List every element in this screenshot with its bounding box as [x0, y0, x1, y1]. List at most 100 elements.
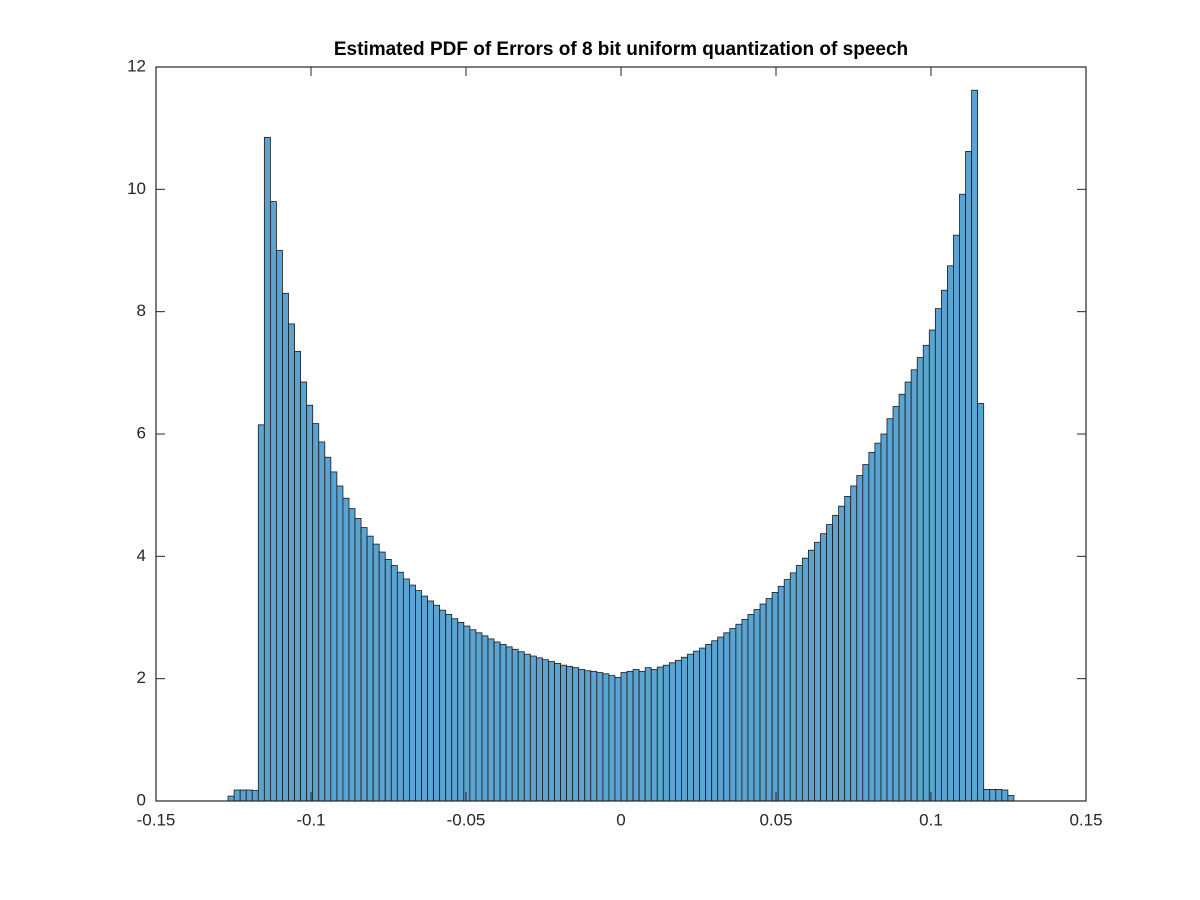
- x-tick-label: 0: [616, 810, 625, 829]
- bar: [632, 669, 640, 802]
- bar: [245, 789, 253, 802]
- bar: [354, 518, 362, 802]
- bar: [560, 664, 567, 802]
- bar: [415, 590, 422, 802]
- bar: [898, 393, 906, 802]
- bar: [717, 636, 725, 802]
- y-tick-label: 4: [137, 546, 146, 565]
- chart-title: Estimated PDF of Errors of 8 bit uniform…: [334, 39, 908, 60]
- bar: [233, 789, 241, 802]
- y-tick-label: 0: [137, 790, 146, 809]
- y-tick-label: 6: [137, 423, 146, 442]
- bar: [596, 672, 604, 802]
- bar: [493, 641, 501, 802]
- bar: [499, 644, 507, 802]
- bar: [626, 670, 634, 802]
- bar: [572, 667, 580, 802]
- x-tick-label: 0.05: [759, 810, 792, 829]
- bar: [554, 662, 561, 802]
- bar: [729, 628, 737, 802]
- bar: [777, 585, 785, 802]
- x-tick-label: 0.1: [919, 810, 943, 829]
- bar: [656, 666, 664, 802]
- bar: [421, 595, 428, 802]
- bar: [989, 788, 997, 802]
- bar: [759, 603, 767, 802]
- bar: [294, 351, 302, 802]
- bar: [602, 673, 610, 802]
- bar: [638, 670, 646, 802]
- bar: [439, 609, 447, 802]
- bar: [874, 442, 882, 802]
- bar: [807, 549, 815, 802]
- bar: [276, 250, 283, 802]
- bar: [578, 669, 586, 802]
- bar: [844, 495, 852, 802]
- bar: [965, 151, 973, 802]
- bar: [687, 653, 694, 802]
- bar: [789, 572, 797, 802]
- bar: [529, 655, 537, 802]
- bar: [409, 584, 416, 802]
- bar: [548, 661, 555, 802]
- bar: [282, 292, 289, 802]
- bar: [699, 647, 707, 802]
- bar: [892, 406, 900, 802]
- bar: [826, 524, 833, 802]
- bar: [542, 659, 549, 802]
- bar: [257, 424, 265, 802]
- bar: [904, 381, 912, 802]
- bar: [227, 795, 235, 802]
- bar: [517, 651, 525, 802]
- bar: [795, 565, 803, 802]
- bar: [681, 656, 688, 802]
- bar: [814, 541, 821, 802]
- bar: [820, 533, 827, 802]
- bar: [312, 423, 320, 802]
- bar: [880, 433, 888, 802]
- bar: [662, 664, 670, 802]
- bar: [705, 644, 713, 802]
- bar: [330, 471, 338, 802]
- bar: [433, 604, 441, 802]
- bar: [620, 672, 628, 802]
- bar: [372, 543, 380, 802]
- bar: [771, 592, 779, 802]
- x-tick-label: -0.1: [296, 810, 325, 829]
- bar: [928, 329, 936, 802]
- bar: [644, 667, 652, 802]
- bar: [535, 657, 543, 802]
- bar: [402, 578, 410, 802]
- bar: [983, 788, 991, 802]
- y-tick-label: 8: [137, 301, 146, 320]
- bar: [475, 632, 483, 802]
- bar: [650, 669, 658, 802]
- bar: [886, 418, 894, 802]
- bar: [336, 485, 344, 802]
- bar: [251, 790, 259, 802]
- y-tick-label: 10: [127, 179, 146, 198]
- bar: [451, 618, 459, 802]
- bar: [856, 475, 864, 802]
- bar: [953, 234, 960, 802]
- bar: [971, 89, 979, 802]
- bar: [324, 456, 332, 802]
- bar: [390, 565, 398, 802]
- bar: [801, 557, 809, 802]
- bar: [487, 638, 495, 802]
- bar: [1007, 795, 1015, 802]
- bar: [590, 670, 598, 802]
- x-tick-label: -0.15: [137, 810, 176, 829]
- bar: [1001, 789, 1009, 802]
- bar: [838, 505, 846, 802]
- bar: [977, 403, 985, 802]
- bar: [765, 598, 773, 802]
- bar: [239, 789, 247, 802]
- bar: [940, 289, 948, 802]
- bar: [947, 265, 954, 802]
- bar: [445, 614, 453, 802]
- bar: [741, 618, 749, 802]
- bar: [342, 497, 350, 802]
